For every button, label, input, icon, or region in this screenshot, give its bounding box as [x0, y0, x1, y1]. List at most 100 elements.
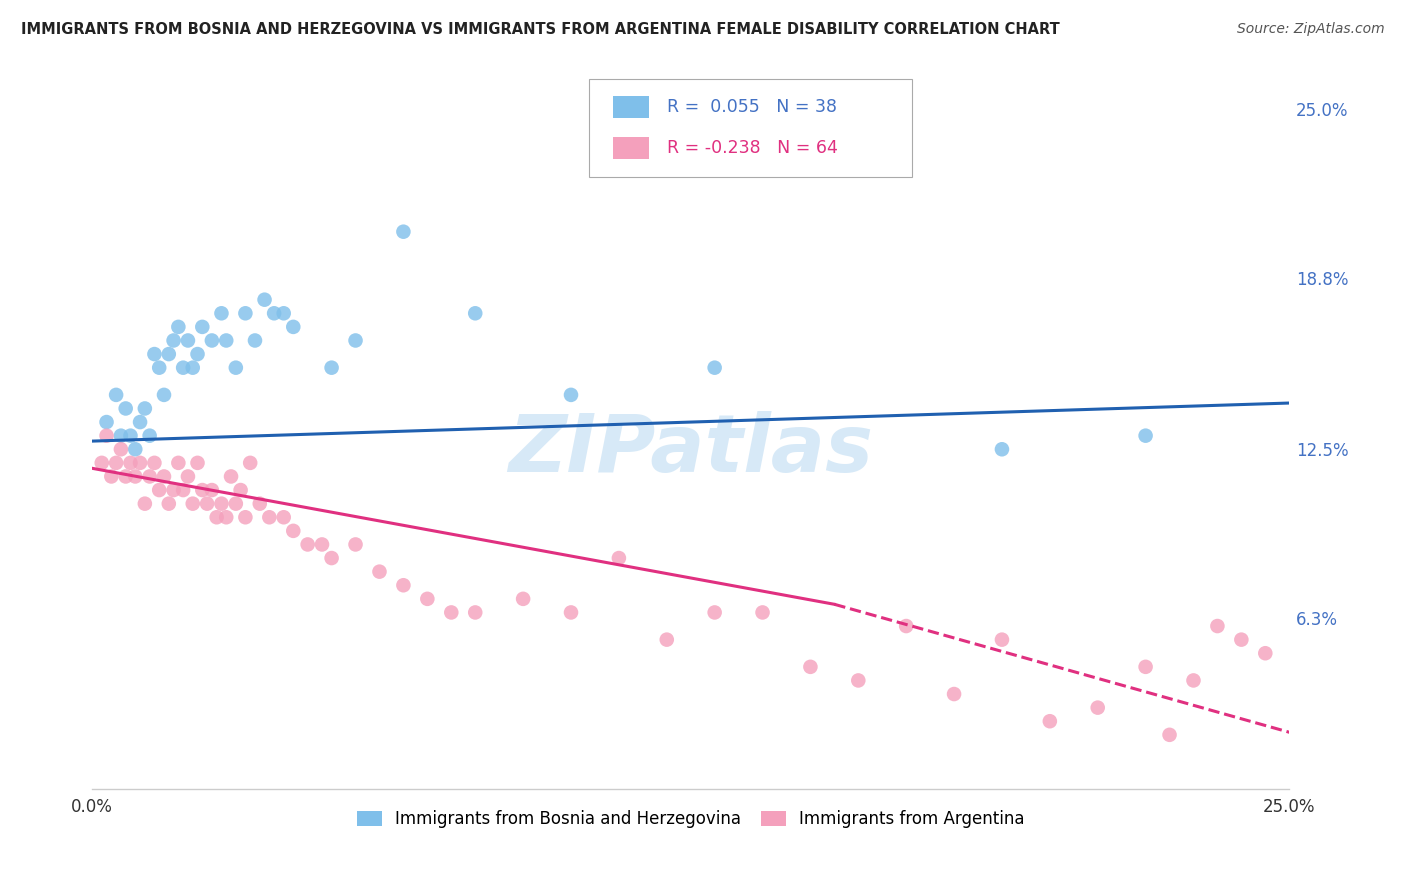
Point: [105, 388, 128, 402]
Point: [1206, 619, 1229, 633]
Point: [177, 469, 200, 483]
Point: [110, 442, 132, 457]
Point: [512, 591, 534, 606]
Point: [105, 456, 128, 470]
FancyBboxPatch shape: [589, 79, 912, 177]
Point: [143, 456, 166, 470]
Point: [114, 401, 136, 416]
Text: Source: ZipAtlas.com: Source: ZipAtlas.com: [1237, 22, 1385, 37]
Point: [1135, 428, 1157, 442]
Point: [225, 360, 247, 375]
Point: [129, 456, 152, 470]
Point: [191, 319, 214, 334]
Point: [134, 401, 156, 416]
Point: [162, 334, 184, 348]
Point: [392, 578, 415, 592]
Point: [297, 537, 319, 551]
Point: [560, 388, 582, 402]
Point: [703, 606, 725, 620]
Point: [235, 510, 257, 524]
Point: [799, 660, 821, 674]
Point: [273, 510, 295, 524]
Point: [464, 306, 486, 320]
Point: [186, 456, 208, 470]
Point: [110, 428, 132, 442]
Point: [96, 428, 118, 442]
Point: [201, 334, 224, 348]
Point: [211, 306, 233, 320]
Point: [143, 347, 166, 361]
Point: [321, 360, 343, 375]
Point: [235, 306, 257, 320]
Point: [440, 606, 463, 620]
Point: [259, 510, 281, 524]
Point: [1135, 660, 1157, 674]
FancyBboxPatch shape: [613, 96, 648, 118]
Text: R = -0.238   N = 64: R = -0.238 N = 64: [666, 139, 838, 157]
Point: [1039, 714, 1062, 729]
Point: [90, 456, 112, 470]
Point: [253, 293, 276, 307]
Point: [263, 306, 285, 320]
Point: [991, 632, 1014, 647]
Point: [1087, 700, 1109, 714]
Point: [191, 483, 214, 497]
Point: [215, 510, 238, 524]
Point: [991, 442, 1014, 457]
Point: [1254, 646, 1277, 660]
Point: [215, 334, 238, 348]
Point: [138, 469, 160, 483]
Point: [1230, 632, 1253, 647]
Point: [560, 606, 582, 620]
Point: [239, 456, 262, 470]
Point: [321, 551, 343, 566]
Point: [167, 456, 190, 470]
Text: ZIPatlas: ZIPatlas: [508, 411, 873, 490]
Point: [162, 483, 184, 497]
Point: [392, 225, 415, 239]
Point: [124, 469, 146, 483]
Point: [416, 591, 439, 606]
Point: [124, 442, 146, 457]
Text: IMMIGRANTS FROM BOSNIA AND HERZEGOVINA VS IMMIGRANTS FROM ARGENTINA FEMALE DISAB: IMMIGRANTS FROM BOSNIA AND HERZEGOVINA V…: [21, 22, 1060, 37]
Point: [181, 360, 204, 375]
Point: [172, 483, 194, 497]
Point: [1182, 673, 1205, 688]
Point: [751, 606, 773, 620]
Point: [846, 673, 869, 688]
Point: [211, 497, 233, 511]
Point: [1159, 728, 1181, 742]
Point: [120, 456, 142, 470]
Point: [229, 483, 252, 497]
Point: [120, 428, 142, 442]
Point: [249, 497, 271, 511]
Point: [114, 469, 136, 483]
Point: [896, 619, 918, 633]
Point: [138, 428, 160, 442]
Point: [195, 497, 218, 511]
Point: [368, 565, 391, 579]
Point: [311, 537, 333, 551]
Point: [100, 469, 122, 483]
Point: [181, 497, 204, 511]
Point: [943, 687, 966, 701]
Point: [177, 334, 200, 348]
Point: [607, 551, 630, 566]
Point: [201, 483, 224, 497]
Point: [344, 334, 367, 348]
Point: [153, 469, 176, 483]
Text: R =  0.055   N = 38: R = 0.055 N = 38: [666, 98, 837, 116]
Point: [129, 415, 152, 429]
Point: [157, 347, 180, 361]
Point: [225, 497, 247, 511]
Point: [464, 606, 486, 620]
Point: [148, 483, 170, 497]
Point: [283, 524, 305, 538]
Point: [153, 388, 176, 402]
Point: [273, 306, 295, 320]
Point: [205, 510, 228, 524]
Point: [167, 319, 190, 334]
Point: [148, 360, 170, 375]
Point: [134, 497, 156, 511]
Point: [703, 360, 725, 375]
